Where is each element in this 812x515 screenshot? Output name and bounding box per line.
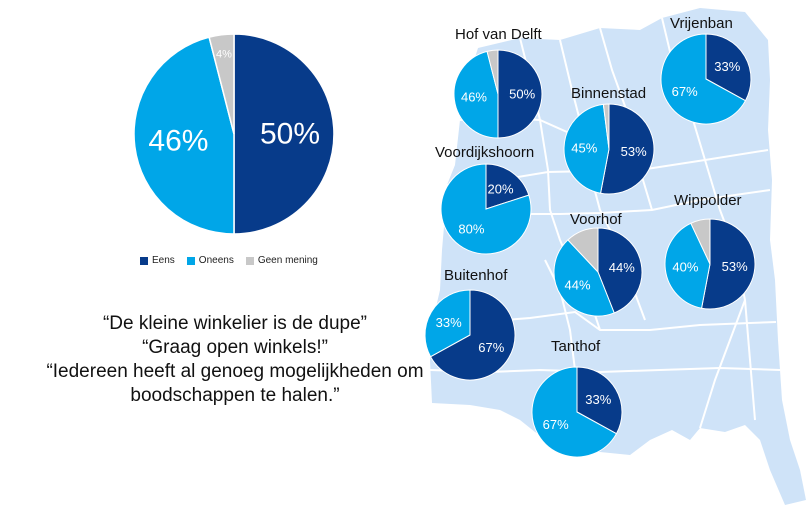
pie-tanthof-slice-oneens [531, 366, 618, 458]
pie-voordijkshoorn-label-eens: 20% [488, 181, 514, 196]
pie-voordijkshoorn-slice-eens [485, 163, 530, 210]
quote-kleine-winkelier: “De kleine winkelier is de dupe” [102, 313, 367, 334]
pie-wippolder-slice-oneens [664, 222, 711, 309]
quote-open-winkels: “Graag open winkels!” [142, 337, 328, 358]
pie-vrijenban-label-oneens: 67% [672, 84, 698, 99]
main-pie-chart: 50% 46% 4% [134, 33, 334, 235]
label-voorhof: Voorhof [570, 211, 622, 228]
pie-buitenhof-label-oneens: 33% [436, 315, 462, 330]
label-buitenhof: Buitenhof [444, 267, 508, 284]
legend-swatch-oneens [186, 256, 195, 265]
pie-wippolder-slice-eens [700, 218, 756, 310]
label-vrijenban: Vrijenban [670, 15, 733, 32]
pie-tanthof-slice-eens [576, 366, 623, 435]
label-wippolder: Wippolder [674, 192, 742, 209]
pie-vrijenban-label-eens: 33% [714, 59, 740, 74]
legend: Eens Oneens Geen mening [140, 255, 318, 266]
pie-voorhof-label-eens: 44% [609, 260, 635, 275]
pie-hof-van-delft-slice-eens [497, 49, 543, 139]
main-pie-label-geen-mening: 4% [216, 49, 232, 61]
pie-binnenstad-slice-geen-mening [602, 103, 610, 150]
pie-hof-van-delft: 50% 46% [453, 49, 543, 139]
pie-buitenhof-label-eens: 67% [478, 340, 504, 355]
legend-label-eens: Eens [152, 255, 175, 266]
label-tanthof: Tanthof [551, 338, 601, 355]
legend-label-geen-mening: Geen mening [257, 255, 318, 266]
main-pie-label-eens: 50% [260, 118, 320, 151]
pie-voorhof-slice-oneens [553, 239, 615, 317]
pie-hof-van-delft-label-oneens: 46% [461, 90, 487, 105]
pie-wippolder-label-eens: 53% [722, 259, 748, 274]
pie-hof-van-delft-slice-geen-mening [486, 49, 499, 95]
legend-swatch-eens [140, 256, 148, 265]
pie-voorhof: 44% 44% [553, 227, 643, 317]
pie-hof-van-delft-slice-oneens [453, 50, 499, 139]
pie-voorhof-slice-eens [597, 227, 643, 314]
label-hof-van-delft: Hof van Delft [455, 26, 542, 43]
legend-item-eens: Eens [140, 255, 175, 266]
legend-swatch-geen-mening [245, 256, 254, 265]
pie-vrijenban-slice-oneens [660, 33, 747, 125]
pie-binnenstad-slice-eens [599, 103, 655, 195]
label-voordijkshoorn: Voordijkshoorn [435, 144, 535, 161]
pie-binnenstad-slice-oneens [563, 103, 610, 194]
pie-wippolder-label-oneens: 40% [672, 260, 698, 275]
pie-tanthof-label-oneens: 67% [543, 417, 569, 432]
quotes: “De kleine winkelier is de dupe” “Graag … [0, 312, 470, 408]
pie-tanthof-label-eens: 33% [585, 392, 611, 407]
pie-vrijenban: 33% 67% [660, 33, 752, 125]
pie-binnenstad-label-eens: 53% [621, 144, 647, 159]
quote-genoeg-mogelijkheden-line1: “Iedereen heeft al genoeg mogelijkheden … [46, 361, 424, 382]
legend-label-oneens: Oneens [198, 255, 234, 266]
pie-voorhof-slice-geen-mening [567, 227, 599, 274]
pie-binnenstad-label-oneens: 45% [571, 141, 597, 156]
quote-genoeg-mogelijkheden-line2: boodschappen te halen.” [130, 385, 340, 406]
label-binnenstad: Binnenstad [571, 85, 647, 102]
main-pie-slice-oneens [134, 36, 235, 235]
pie-voordijkshoorn-label-oneens: 80% [458, 222, 484, 237]
legend-item-oneens: Oneens [186, 255, 234, 266]
main-pie-slice-geen-mening [208, 33, 235, 135]
pie-wippolder: 53% 40% [664, 218, 756, 310]
district-pies: 50%46%33%67%53%45%20%80%44%44%53%40%67%3… [424, 33, 756, 458]
pie-voordijkshoorn: 20% 80% [440, 163, 532, 255]
pie-hof-van-delft-label-eens: 50% [509, 87, 535, 102]
main-pie-label-oneens: 46% [148, 125, 208, 158]
main-pie-slice-eens [233, 33, 334, 235]
pie-voorhof-label-oneens: 44% [565, 277, 591, 292]
pie-wippolder-slice-geen-mening [690, 218, 711, 265]
pie-buitenhof-slice-oneens [424, 289, 471, 358]
pie-vrijenban-slice-eens [705, 33, 752, 102]
legend-item-geen-mening: Geen mening [245, 255, 318, 266]
pie-buitenhof: 67% 33% [424, 289, 516, 381]
pie-voordijkshoorn-slice-oneens [440, 163, 532, 255]
pie-buitenhof-slice-eens [429, 289, 516, 381]
pie-tanthof: 33% 67% [531, 366, 623, 458]
pie-binnenstad: 53% 45% [563, 103, 655, 195]
